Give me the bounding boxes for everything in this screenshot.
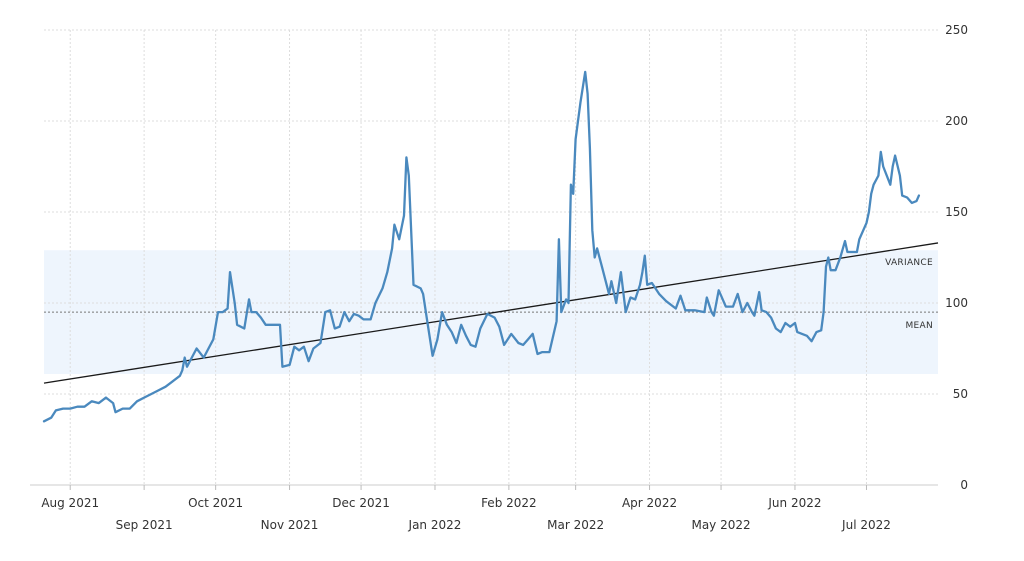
x-tick-label: Sep 2021: [116, 518, 173, 532]
y-tick-label: 200: [945, 114, 968, 128]
x-tick-label: Jul 2022: [841, 518, 891, 532]
variance-band: [44, 250, 938, 374]
x-tick-label: Feb 2022: [481, 496, 537, 510]
x-tick-label: May 2022: [691, 518, 750, 532]
variance-band-layer: [44, 250, 938, 374]
mean-label: MEAN: [905, 321, 933, 331]
variance-label: VARIANCE: [885, 258, 933, 268]
x-tick-label: Nov 2021: [261, 518, 319, 532]
y-tick-label: 100: [945, 296, 968, 310]
series-line: [42, 70, 921, 423]
y-tick-label: 50: [953, 387, 968, 401]
x-tick-label: Jun 2022: [767, 496, 821, 510]
x-tick-label: Oct 2021: [188, 496, 243, 510]
trend-layer: [43, 242, 939, 384]
y-tick-label: 150: [945, 205, 968, 219]
x-tick-label: Apr 2022: [622, 496, 677, 510]
y-tick-label: 0: [960, 478, 968, 492]
x-tick-label: Jan 2022: [408, 518, 462, 532]
x-tick-label: Dec 2021: [332, 496, 390, 510]
grid-layer: [44, 29, 938, 485]
x-tick-label: Mar 2022: [547, 518, 604, 532]
x-axis: Aug 2021 Sep 2021 Oct 2021 Nov 2021 Dec 2021…: [30, 484, 938, 532]
trend-line: [43, 242, 939, 384]
y-tick-label: 250: [945, 23, 968, 37]
y-axis: 0 50 100 150 200 250: [945, 23, 968, 492]
band-labels: VARIANCE MEAN: [885, 258, 933, 331]
x-tick-label: Aug 2021: [41, 496, 99, 510]
series-layer: [42, 70, 921, 423]
